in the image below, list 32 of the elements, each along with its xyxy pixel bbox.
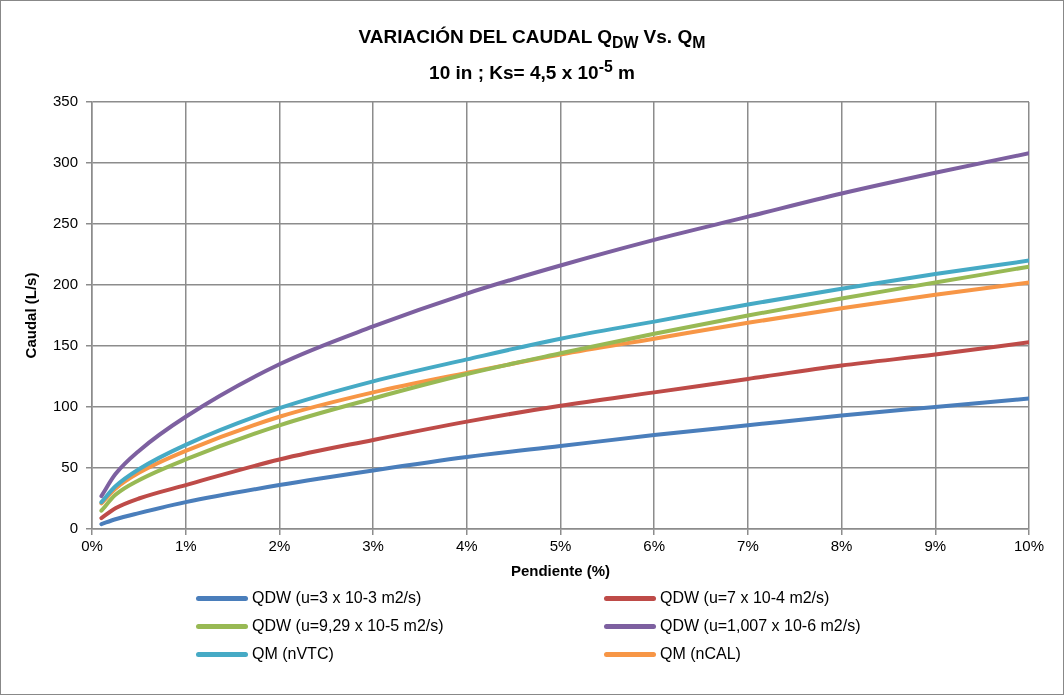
x-tick-label: 3%: [362, 537, 384, 555]
legend-label: QM (nVTC): [252, 645, 334, 664]
legend-label: QDW (u=1,007 x 10-6 m2/s): [660, 617, 861, 636]
legend-label: QM (nCAL): [660, 645, 741, 664]
line-series: [99, 396, 1029, 527]
legend-label: QDW (u=7 x 10-4 m2/s): [660, 589, 830, 608]
y-tick-label: 350: [53, 92, 79, 110]
y-tick-label: 100: [53, 397, 79, 415]
y-tick-label: 300: [53, 153, 79, 171]
chart-subtitle: 10 in ; Ks= 4,5 x 10$^{-5}$ m: [428, 56, 636, 86]
x-axis-title: Pendiente (%): [510, 562, 611, 580]
y-tick-label: 50: [61, 458, 79, 476]
x-tick-label: 7%: [737, 537, 759, 555]
y-tick-label: 150: [53, 336, 79, 354]
legend-label: QDW (u=9,29 x 10-5 m2/s): [252, 617, 444, 636]
chart-title: VARIACIÓN DEL CAUDAL Q$_{DW}$ Vs. Q$_{M}$: [357, 25, 707, 53]
y-axis-title: Caudal (L/s): [22, 272, 40, 359]
x-tick-label: 10%: [1013, 537, 1045, 555]
x-tick-label: 0%: [81, 537, 103, 555]
x-tick-label: 8%: [830, 537, 853, 555]
x-tick-label: 6%: [643, 537, 666, 555]
y-tick-label: 200: [53, 275, 79, 293]
x-tick-label: 1%: [174, 537, 197, 555]
y-tick-label: 0: [69, 519, 79, 537]
x-tick-label: 5%: [549, 537, 572, 555]
x-tick-label: 2%: [268, 537, 291, 555]
x-tick-label: 9%: [924, 537, 947, 555]
line-series: [99, 340, 1029, 521]
legend-label: QDW (u=3 x 10-3 m2/s): [252, 589, 422, 608]
x-tick-label: 4%: [455, 537, 478, 555]
y-tick-label: 250: [53, 214, 79, 232]
line-series: [99, 151, 1029, 499]
